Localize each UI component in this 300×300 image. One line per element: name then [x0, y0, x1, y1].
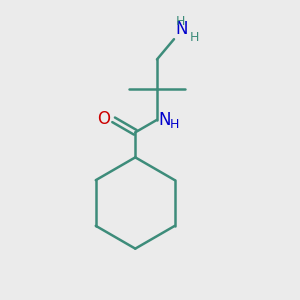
Text: H: H — [169, 118, 179, 131]
Text: O: O — [97, 110, 110, 128]
Text: H: H — [176, 15, 185, 28]
Text: N: N — [158, 111, 171, 129]
Text: N: N — [176, 20, 188, 38]
Text: H: H — [189, 31, 199, 44]
